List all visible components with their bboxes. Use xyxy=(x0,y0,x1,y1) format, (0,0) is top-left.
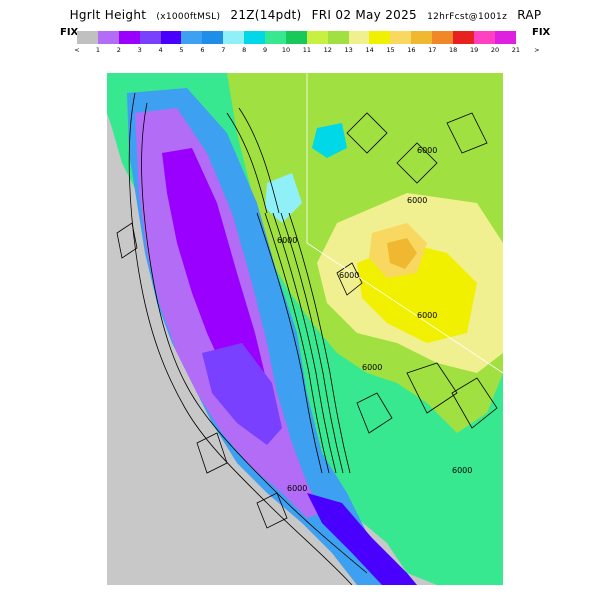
map-title: Hgrlt Height (x1000ftMSL) 21Z(14pdt) FRI… xyxy=(0,8,611,22)
title-valid-time: 21Z(14pdt) xyxy=(230,8,302,22)
colorbar-swatch xyxy=(473,31,495,44)
colorbar-tick-label: 2 xyxy=(116,46,121,54)
colorbar-tick-label: 11 xyxy=(302,46,312,54)
colorbar-tick-label: 14 xyxy=(365,46,374,54)
title-model: RAP xyxy=(517,8,542,22)
colorbar-left-label: FIX xyxy=(60,27,79,38)
colorbar-tick-label: 17 xyxy=(428,46,437,54)
colorbar-tick-label: 18 xyxy=(449,46,458,54)
sierra-contours xyxy=(116,92,498,586)
colorbar-tick-label: 3 xyxy=(137,46,142,54)
colorbar-tick-label: 12 xyxy=(323,46,332,54)
contour-label: 6000 xyxy=(362,363,382,372)
colorbar-tick-label: 5 xyxy=(179,46,184,54)
colorbar-swatch xyxy=(160,31,182,44)
colorbar-tick-label: > xyxy=(534,46,540,54)
colorbar-swatch xyxy=(139,31,161,44)
contour-label: 6000 xyxy=(452,466,472,475)
colorbar-swatch xyxy=(348,31,370,44)
title-units: (x1000ftMSL) xyxy=(156,12,221,22)
colorbar-swatch xyxy=(244,31,266,44)
colorbar-swatch xyxy=(327,31,349,44)
peak-dark-orange xyxy=(387,238,417,269)
southern-valley xyxy=(307,493,417,585)
colorbar-swatch xyxy=(390,31,412,44)
colorbar-swatch xyxy=(369,31,391,44)
colorbar-tick-label: 13 xyxy=(344,46,353,54)
title-forecast: 12hrFcst@1001z xyxy=(427,12,508,22)
colorbar-tick-label: 4 xyxy=(158,46,163,54)
state-boundary xyxy=(306,73,504,374)
colorbar-right-label: FIX xyxy=(532,27,551,38)
colorbar-tick-label: 9 xyxy=(263,46,268,54)
colorbar-tick-label: 7 xyxy=(221,46,226,54)
colorbar-swatch xyxy=(202,31,224,44)
delta-violet xyxy=(202,343,282,445)
colorbar-swatch xyxy=(494,31,516,44)
colorbar-tick-label: < xyxy=(74,46,80,54)
cyan-patch-mid xyxy=(265,173,302,223)
colorbar-tick-label: 1 xyxy=(95,46,100,54)
colorbar-tick-label: 21 xyxy=(511,46,521,54)
colorbar-tick-label: 19 xyxy=(469,46,479,54)
contour-label: 6000 xyxy=(417,146,437,155)
colorbar-swatch xyxy=(432,31,454,44)
colorbar-tick-label: 6 xyxy=(200,46,205,54)
title-date: FRI 02 May 2025 xyxy=(311,8,417,22)
colorbar-tick-label: 20 xyxy=(490,46,500,54)
contour-label: 6000 xyxy=(407,196,427,205)
colorbar-swatch xyxy=(223,31,245,44)
contour-label: 6000 xyxy=(277,236,297,245)
colorbar-tick-label: 10 xyxy=(281,46,291,54)
colorbar-swatch xyxy=(411,31,433,44)
contour-label: 6000 xyxy=(339,271,359,280)
colorbar-tick-label: 15 xyxy=(386,46,395,54)
colorbar-swatch xyxy=(118,31,140,44)
colorbar-tick-label: 16 xyxy=(407,46,416,54)
cyan-patch-north xyxy=(312,123,347,158)
colorbar-swatch xyxy=(285,31,307,44)
title-field: Hgrlt Height xyxy=(69,8,147,22)
terrain-map: 6000 6000 6000 6000 6000 6000 6000 6000 xyxy=(107,73,504,586)
colorbar-swatch xyxy=(265,31,286,44)
colorbar-swatch xyxy=(306,31,328,44)
map-svg: 6000 6000 6000 6000 6000 6000 6000 6000 xyxy=(107,73,504,586)
colorbar-swatch xyxy=(77,31,98,44)
contour-label: 6000 xyxy=(287,484,307,493)
contour-labels: 6000 6000 6000 6000 6000 6000 6000 6000 xyxy=(277,146,472,493)
colorbar-swatch xyxy=(97,31,119,44)
colorbar-swatch xyxy=(453,31,474,44)
colorbar xyxy=(77,31,516,45)
colorbar-swatch xyxy=(181,31,203,44)
colorbar-ticks: <1 2 3 4 5 6 7 8 9 10 11 12 13 14 15 16 17 18 19 20 21 > xyxy=(70,46,545,56)
colorbar-tick-label: 8 xyxy=(242,46,247,54)
contour-label: 6000 xyxy=(417,311,437,320)
